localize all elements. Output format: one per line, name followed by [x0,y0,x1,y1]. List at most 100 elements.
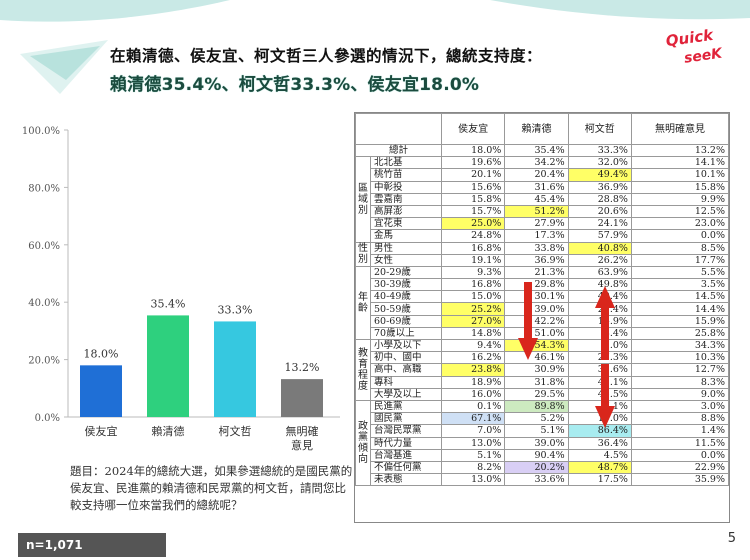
table-cell: 5.5% [630,265,730,280]
table-cell: 13.0% [440,473,506,487]
table-cell: 16.0% [440,387,506,401]
table-cell: 14.4% [630,302,730,316]
table-row: 60-69歲 27.0% 42.2% 14.9% 15.9% [356,314,730,328]
group-label: 年齡 [355,265,371,341]
table-cell: 17.5% [567,473,632,487]
table-cell: 12.5% [630,204,730,219]
table-cell: 7.0% [440,424,506,438]
category-label: 侯友宜 [85,424,118,438]
row-label: 金馬 [370,229,442,243]
page-number: 5 [727,531,736,546]
table-cell: 22.9% [630,460,730,475]
table-cell: 5.1% [504,424,569,438]
table-cell: 63.9% [567,265,632,280]
category-label: 賴清德 [152,424,185,438]
data-label: 18.0% [84,347,119,360]
row-label: 中彰投 [370,180,442,194]
table-cell: 15.0% [440,290,506,304]
table-cell: 51.2% [504,204,569,219]
data-label: 33.3% [218,303,253,316]
table-cell: 20.6% [567,204,632,219]
table-cell: 30.9% [504,363,569,377]
table-cell: 35.4% [504,143,569,158]
row-label: 小學及以下 [370,338,442,353]
table-cell: 14.8% [440,326,506,341]
table-cell: 25.8% [630,326,730,341]
table-row: 宜花東 25.0% 27.9% 24.1% 23.0% [356,217,730,231]
row-label: 國民黨 [370,412,442,426]
table-cell: 28.8% [567,192,632,206]
table-cell: 67.1% [440,412,506,426]
table-row: 未表態 13.0% 33.6% 17.5% 35.9% [356,473,730,487]
row-label: 民進黨 [370,399,442,414]
category-label: 無明確 [286,424,319,438]
table-cell: 12.7% [630,363,730,377]
bar [80,365,122,417]
table-row: 國民黨 67.1% 5.2% 19.0% 8.8% [356,412,730,426]
table-cell: 32.0% [567,156,632,170]
table-cell: 26.2% [567,253,632,267]
table-cell: 0.0% [630,448,730,462]
table-row: 雲嘉南 15.8% 45.4% 28.8% 9.9% [356,192,730,206]
table-cell: 16.8% [440,278,506,292]
y-tick-label: 100.0% [22,126,60,137]
table-row: 40-49歲 15.0% 30.1% 40.4% 14.5% [356,290,730,304]
row-label: 高屏澎 [370,204,442,219]
survey-question: 題目：2024年的總統大選，如果參選總統的是國民黨的侯友宜、民進黨的賴清德和民眾… [70,464,353,512]
table-cell: 14.1% [630,156,730,170]
up-arrow-icon [595,286,615,360]
table-cell: 89.8% [504,399,569,414]
bar [147,315,189,417]
quickseek-logo: Quick seeK [665,26,725,66]
table-row: 大學及以上 16.0% 29.5% 45.5% 9.0% [356,387,730,401]
table-cell: 25.0% [440,217,506,231]
category-label: 柯文哲 [219,424,252,438]
table-row: 政黨傾向民進黨 0.1% 89.8% 7.1% 3.0% [355,399,730,487]
table-cell: 9.3% [440,265,506,280]
table-row: 台灣民眾黨 7.0% 5.1% 86.4% 1.4% [356,424,730,438]
group-label: 性別 [355,241,371,267]
table-cell: 86.4% [567,424,632,438]
table-cell: 33.8% [504,241,569,255]
table-cell: 19.1% [440,253,506,267]
table-cell: 20.4% [504,168,569,182]
table-cell: 13.2% [630,143,730,158]
top-right-decoration [490,0,750,20]
table-cell: 15.9% [630,314,730,328]
table-row: 高屏澎 15.7% 51.2% 20.6% 12.5% [356,204,730,219]
table-row: 金馬 24.8% 17.3% 57.9% 0.0% [356,229,730,243]
title-line-1: 在賴清德、侯友宜、柯文哲三人參選的情況下，總統支持度： [110,47,543,65]
column-header: 無明確意見 [630,113,730,145]
table-cell: 31.8% [504,375,569,389]
row-label: 台灣基進 [370,448,442,462]
logo-text-2: seeK [683,45,724,66]
row-label: 高中、高職 [370,363,442,377]
row-label: 50-59歲 [370,302,442,316]
row-label: 30-39歲 [370,278,442,292]
group-label: 區域別 [355,156,371,243]
row-label: 60-69歲 [370,314,442,328]
row-label: 大學及以上 [370,387,442,401]
y-tick-label: 20.0% [28,356,60,367]
table-cell: 36.9% [567,180,632,194]
table-row: 50-59歲 25.2% 39.0% 21.4% 14.4% [356,302,730,316]
table-cell: 18.0% [440,143,506,158]
table-row-total: 總計 18.0% 35.4% 33.3% 13.2% [355,143,730,158]
table-row: 高中、高職 23.8% 30.9% 32.6% 12.7% [356,363,730,377]
row-label: 專科 [370,375,442,389]
title-decoration-icon [20,40,108,94]
table-row: 台灣基進 5.1% 90.4% 4.5% 0.0% [356,448,730,462]
table-cell: 8.8% [630,412,730,426]
column-header: 侯友宜 [440,113,506,145]
column-header: 柯文哲 [567,113,632,145]
bar [281,379,323,417]
table-cell: 17.7% [630,253,730,267]
data-label: 35.4% [151,297,186,310]
table-cell: 27.9% [504,217,569,231]
table-cell: 0.0% [630,229,730,243]
table-cell: 10.1% [630,168,730,182]
table-cell: 27.0% [440,314,506,328]
row-label: 女性 [370,253,442,267]
y-tick-label: 0.0% [35,413,60,424]
table-row: 教育程度小學及以下 9.4% 54.3% 2.0% 34.3% [355,338,730,401]
